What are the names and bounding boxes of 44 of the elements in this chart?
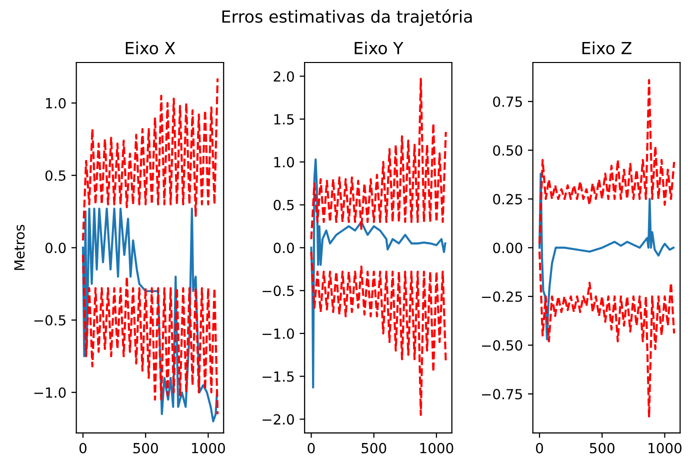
line-series <box>310 250 447 416</box>
y-tick-label: 0.5 <box>274 200 294 210</box>
y-tick-label: −0.25 <box>482 291 522 302</box>
y-tick-label: −0.5 <box>34 315 66 326</box>
y-axis-title: Metros <box>14 224 25 270</box>
y-tick-label: 2.0 <box>274 71 294 82</box>
x-tick-label: 500 <box>590 442 614 454</box>
chart-title: Eixo Y <box>354 42 404 54</box>
chart-title: Eixo Z <box>582 42 632 54</box>
chart-title: Eixo X <box>126 42 176 54</box>
x-tick-label: 1000 <box>192 442 225 454</box>
line-series <box>310 78 447 240</box>
y-tick-label: 0.00 <box>493 242 522 254</box>
line-series <box>538 250 676 418</box>
x-tick-label: 1000 <box>648 442 682 454</box>
line-series <box>538 79 676 245</box>
y-tick-label: 1.0 <box>274 156 294 168</box>
y-tick-label: −0.75 <box>482 388 522 400</box>
y-tick-label: −0.50 <box>482 340 522 351</box>
x-tick-label: 500 <box>362 442 386 454</box>
x-tick-label: 0 <box>79 442 86 454</box>
y-tick-label: 0.0 <box>45 242 66 254</box>
y-tick-label: 0.0 <box>274 242 294 254</box>
y-tick-label: 0.5 <box>45 170 66 181</box>
y-tick-label: 0.50 <box>493 145 522 156</box>
y-tick-label: −2.0 <box>262 414 294 425</box>
y-tick-label: −0.5 <box>262 286 294 296</box>
y-tick-label: −1.0 <box>262 328 294 339</box>
line-series <box>82 254 219 416</box>
x-tick-label: 1000 <box>420 442 454 454</box>
y-tick-label: −1.0 <box>34 387 66 398</box>
line-series <box>82 208 218 422</box>
y-tick-label: 0.25 <box>493 194 522 204</box>
x-tick-label: 0 <box>536 442 543 454</box>
line-series <box>538 172 675 340</box>
y-tick-label: 0.75 <box>493 96 522 107</box>
x-tick-label: 0 <box>308 442 315 454</box>
text: Erros estimativas da trajetória <box>222 9 472 26</box>
line-series <box>82 77 219 242</box>
x-tick-label: 500 <box>133 442 158 454</box>
y-tick-label: −1.5 <box>262 371 294 382</box>
y-tick-label: 1.5 <box>274 114 294 125</box>
y-tick-label: 1.0 <box>46 98 66 108</box>
line-series <box>310 158 446 389</box>
